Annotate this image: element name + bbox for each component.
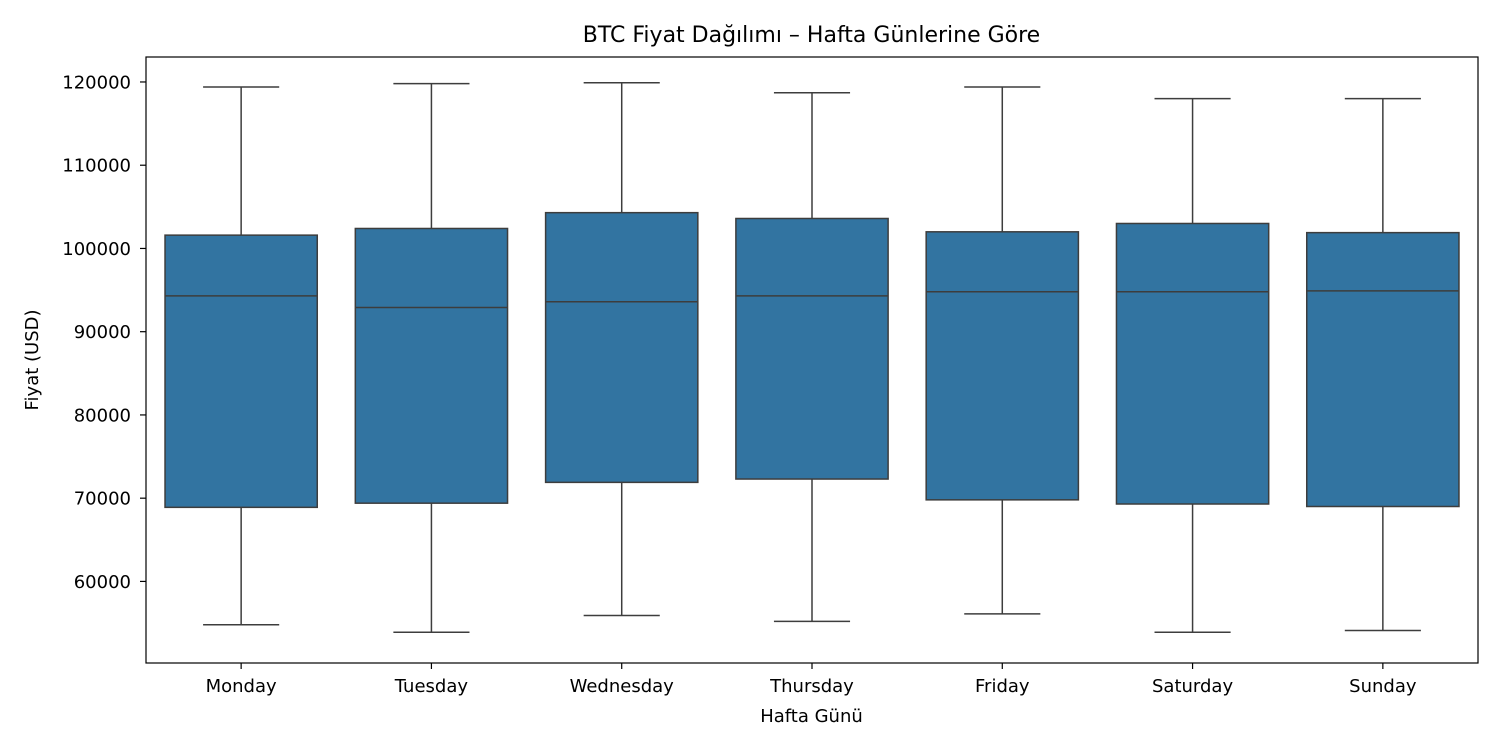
x-tick-label: Thursday (769, 676, 854, 697)
iqr-box (1305, 231, 1460, 508)
box-sunday (1305, 97, 1460, 632)
y-axis-label: Fiyat (USD) (22, 309, 43, 410)
box-friday (925, 86, 1080, 615)
x-tick-label: Saturday (1152, 676, 1233, 697)
iqr-box (735, 217, 889, 480)
box-saturday (1115, 97, 1270, 633)
iqr-box (1115, 222, 1270, 505)
x-axis-label: Hafta Günü (760, 706, 863, 727)
box-thursday (735, 92, 889, 623)
x-tick-label: Friday (975, 676, 1030, 697)
iqr-box (925, 231, 1080, 501)
x-axis: Monday Tuesday Wednesday Thursday Friday Satu… (206, 663, 1417, 697)
y-axis: 60000 70000 80000 90000 100000 110000 120000 (62, 72, 146, 593)
y-tick-label: 60000 (74, 572, 131, 593)
y-tick-label: 120000 (62, 72, 131, 93)
iqr-box (354, 227, 509, 504)
y-tick-label: 90000 (74, 322, 131, 343)
y-tick-label: 110000 (62, 156, 131, 177)
plot-area (164, 82, 1460, 633)
x-tick-label: Tuesday (394, 676, 469, 697)
y-tick-label: 80000 (74, 405, 131, 426)
box-monday (164, 86, 319, 626)
iqr-box (544, 211, 699, 484)
box-wednesday (544, 82, 699, 617)
chart-title: BTC Fiyat Dağılımı – Hafta Günlerine Gör… (583, 23, 1040, 48)
iqr-box (164, 234, 319, 509)
box-tuesday (354, 82, 509, 633)
x-tick-label: Monday (206, 676, 277, 697)
y-tick-label: 100000 (62, 239, 131, 260)
y-tick-label: 70000 (74, 489, 131, 510)
x-tick-label: Wednesday (570, 676, 675, 697)
x-tick-label: Sunday (1349, 676, 1417, 697)
